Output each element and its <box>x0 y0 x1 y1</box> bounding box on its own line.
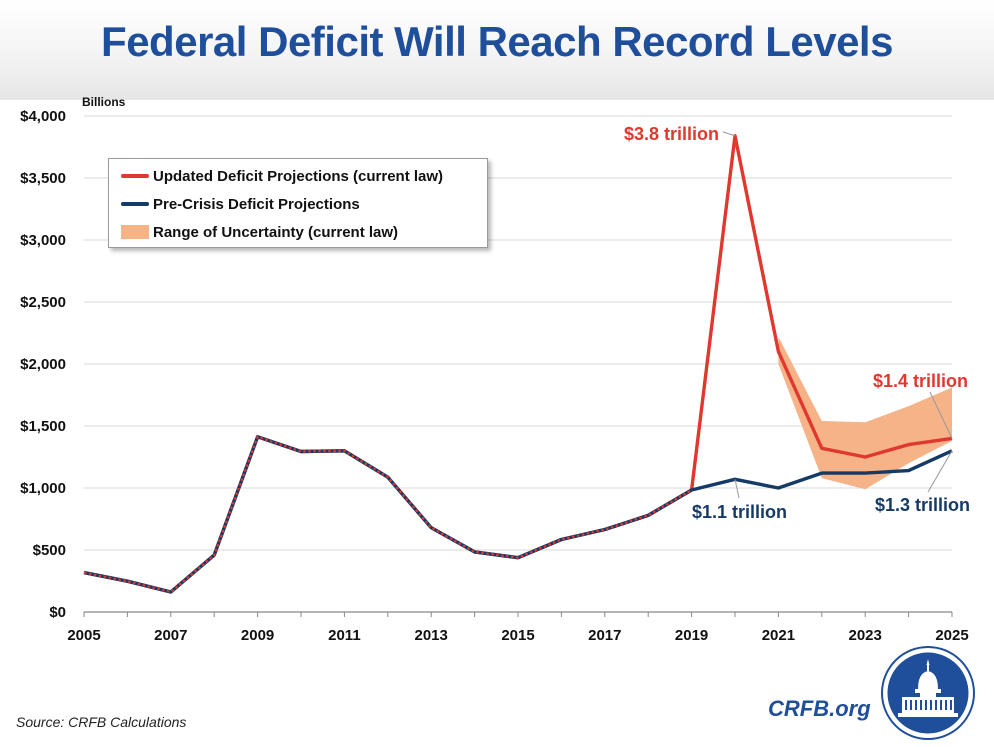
legend-label-updated: Updated Deficit Projections (current law… <box>153 167 444 185</box>
y-tick-label: $3,000 <box>20 232 66 249</box>
y-tick-label: $4,000 <box>20 108 66 125</box>
y-tick-label: $3,500 <box>20 170 66 187</box>
x-tick-label: 2025 <box>935 627 968 644</box>
series-overlap-dash <box>83 435 693 594</box>
x-tick-label: 2021 <box>762 627 795 644</box>
callout-line <box>734 479 740 499</box>
x-tick-label: 2005 <box>67 627 100 644</box>
y-tick-label: $2,000 <box>20 356 66 373</box>
annotation-label: $3.8 trillion <box>624 124 719 144</box>
chart-legend: Updated Deficit Projections (current law… <box>108 158 488 248</box>
annotation-label: $1.3 trillion <box>875 495 970 515</box>
x-tick-label: 2007 <box>154 627 187 644</box>
x-tick-label: 2019 <box>675 627 708 644</box>
callout-line <box>929 391 953 439</box>
x-tick-label: 2017 <box>588 627 621 644</box>
x-tick-label: 2009 <box>241 627 274 644</box>
x-tick-label: 2013 <box>415 627 448 644</box>
y-tick-label: $500 <box>33 542 66 559</box>
y-tick-label: $1,000 <box>20 480 66 497</box>
callout-line <box>927 450 953 493</box>
x-tick-label: 2015 <box>501 627 534 644</box>
legend-item-range: Range of Uncertainty (current law) <box>121 221 398 243</box>
brand-link[interactable]: CRFB.org <box>768 696 871 721</box>
legend-label-range: Range of Uncertainty (current law) <box>153 223 399 241</box>
y-tick-label: $0 <box>49 604 66 621</box>
title-band <box>0 0 994 100</box>
x-tick-label: 2011 <box>328 627 361 644</box>
legend-swatch-updated <box>121 174 149 178</box>
y-tick-label: $2,500 <box>20 294 66 311</box>
legend-item-updated: Updated Deficit Projections (current law… <box>121 165 443 187</box>
x-tick-label: 2023 <box>849 627 882 644</box>
legend-item-precrisis: Pre-Crisis Deficit Projections <box>121 193 360 215</box>
crfb-capitol-logo <box>881 646 975 740</box>
source-note: Source: CRFB Calculations <box>16 714 187 730</box>
legend-label-precrisis: Pre-Crisis Deficit Projections <box>153 195 360 213</box>
annotation-label: $1.4 trillion <box>873 371 968 391</box>
legend-swatch-range <box>121 225 149 239</box>
chart-title: Federal Deficit Will Reach Record Levels <box>101 18 893 65</box>
annotation-label: $1.1 trillion <box>692 502 787 522</box>
callout-line <box>722 131 736 137</box>
y-axis-title: Billions <box>82 95 126 109</box>
uncertainty-band <box>778 336 952 490</box>
y-tick-label: $1,500 <box>20 418 66 435</box>
legend-swatch-precrisis <box>121 202 149 206</box>
